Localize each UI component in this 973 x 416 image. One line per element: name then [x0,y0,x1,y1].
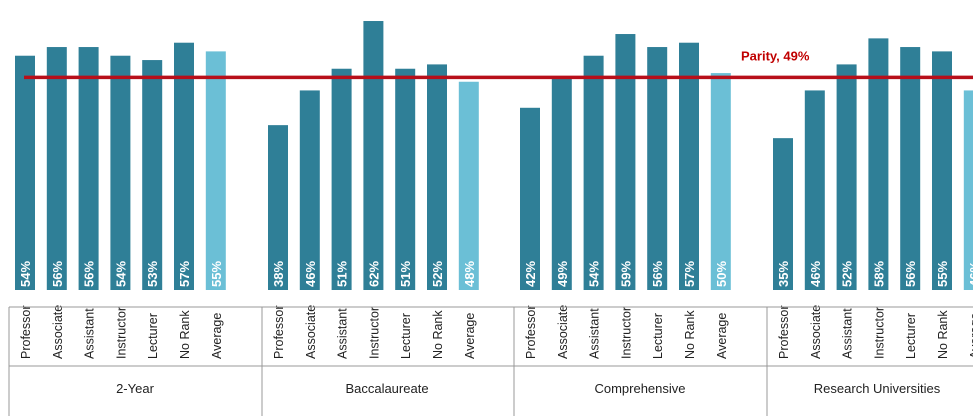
bar-value-label: 51% [398,261,413,287]
category-label: No Rank [936,310,950,359]
bar-comprehensive-associate [551,77,572,291]
category-label: Instructor [619,307,633,359]
bar-value-label: 46% [303,261,318,287]
bar-comprehensive-lecturer [647,47,668,290]
category-label: Professor [524,306,538,360]
bar-value-label: 49% [555,261,570,287]
category-label: Assistant [841,308,855,359]
bar-value-label: 57% [177,261,192,287]
bar-research-universities-instructor [868,38,889,290]
category-label: Average [715,313,729,359]
group-label: Research Universities [814,381,941,396]
bar-baccalaureate-average [458,81,479,290]
bar-value-label: 62% [366,261,381,287]
category-label: Instructor [114,307,128,359]
bar-value-label: 56% [82,261,97,287]
category-label: Associate [51,305,65,359]
bar-baccalaureate-associate [299,90,320,290]
bar-comprehensive-instructor [615,34,636,291]
bar-value-label: 54% [18,261,33,287]
bar-2-year-average [205,51,226,291]
bar-value-label: 56% [903,261,918,287]
bar-comprehensive-assistant [583,55,604,290]
bar-value-label: 55% [935,261,950,287]
bar-comprehensive-average [710,73,731,290]
bar-comprehensive-no-rank [679,42,699,291]
parity-label: Parity, 49% [741,48,810,63]
bar-value-label: 42% [523,261,538,287]
bar-value-label: 46% [967,261,973,287]
category-label: Associate [556,305,570,359]
bar-2-year-associate [46,47,67,290]
category-label: Assistant [588,308,602,359]
bar-value-label: 50% [714,261,729,287]
bar-research-universities-lecturer [900,47,921,290]
bar-value-label: 59% [618,261,633,287]
category-label: Professor [777,306,791,360]
bar-value-label: 54% [113,261,128,287]
category-label: No Rank [683,310,697,359]
bar-baccalaureate-lecturer [395,68,416,290]
group-label: Baccalaureate [345,381,428,396]
category-label: Assistant [336,308,350,359]
bar-2-year-instructor [110,55,131,290]
bar-baccalaureate-instructor [363,21,384,291]
bar-research-universities-average [963,90,973,290]
bar-value-label: 55% [209,261,224,287]
bar-value-label: 53% [145,261,160,287]
category-label: Lecturer [146,313,160,359]
category-label: Average [210,313,224,359]
bar-value-label: 38% [271,261,286,287]
bar-value-label: 35% [776,261,791,287]
category-label: Lecturer [904,313,918,359]
bar-value-label: 56% [650,261,665,287]
category-label: No Rank [431,310,445,359]
bar-value-label: 46% [808,261,823,287]
bar-2-year-professor [15,55,35,290]
bar-value-label: 52% [430,261,445,287]
bar-2-year-assistant [78,47,99,290]
category-label: Average [463,313,477,359]
bar-value-label: 54% [587,261,602,287]
category-label: Instructor [872,307,886,359]
bar-research-universities-professor [773,138,793,290]
category-label: Lecturer [399,313,413,359]
bar-value-label: 57% [682,261,697,287]
bar-research-universities-no-rank [932,51,952,291]
bar-2-year-no-rank [174,42,194,291]
category-label: Lecturer [651,313,665,359]
category-label: Associate [304,305,318,359]
bar-comprehensive-professor [520,107,540,291]
bar-value-label: 56% [50,261,65,287]
bar-baccalaureate-professor [268,125,288,290]
category-label: No Rank [178,310,192,359]
bar-2-year-lecturer [142,60,163,290]
group-label: Comprehensive [594,381,685,396]
bar-value-label: 51% [335,261,350,287]
category-label: Professor [19,306,33,360]
bar-research-universities-assistant [836,64,857,291]
bar-research-universities-associate [804,90,825,290]
category-label: Average [968,313,973,359]
bar-value-label: 58% [871,261,886,287]
group-label: 2-Year [116,381,154,396]
category-label: Assistant [83,308,97,359]
bar-value-label: 48% [462,261,477,287]
category-label: Instructor [367,307,381,359]
bar-baccalaureate-assistant [331,68,352,290]
category-label: Associate [809,305,823,359]
category-label: Professor [272,306,286,360]
bar-value-label: 52% [840,261,855,287]
bar-baccalaureate-no-rank [427,64,447,291]
